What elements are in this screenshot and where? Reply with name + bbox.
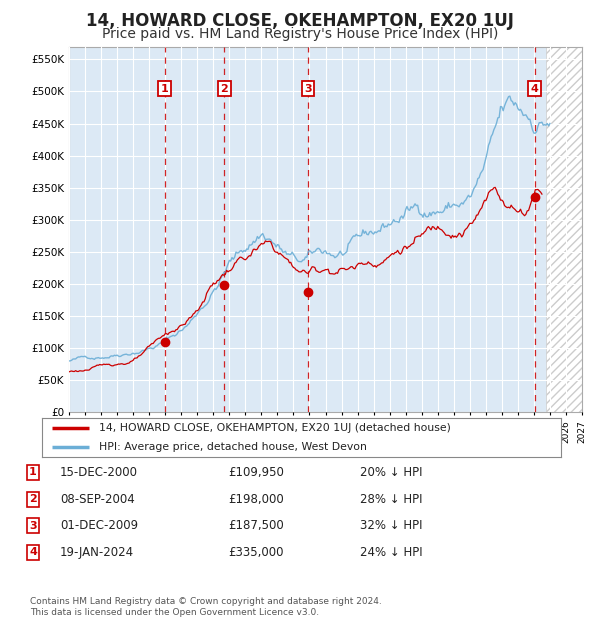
Text: 1: 1: [161, 84, 169, 94]
Text: 32% ↓ HPI: 32% ↓ HPI: [360, 520, 422, 532]
Text: 14, HOWARD CLOSE, OKEHAMPTON, EX20 1UJ (detached house): 14, HOWARD CLOSE, OKEHAMPTON, EX20 1UJ (…: [99, 423, 451, 433]
Text: 3: 3: [29, 521, 37, 531]
Text: HPI: Average price, detached house, West Devon: HPI: Average price, detached house, West…: [99, 442, 367, 452]
Text: £187,500: £187,500: [228, 520, 284, 532]
Text: 24% ↓ HPI: 24% ↓ HPI: [360, 546, 422, 559]
Text: 19-JAN-2024: 19-JAN-2024: [60, 546, 134, 559]
Text: 4: 4: [531, 84, 539, 94]
Text: 28% ↓ HPI: 28% ↓ HPI: [360, 493, 422, 505]
Text: £335,000: £335,000: [228, 546, 284, 559]
Text: 20% ↓ HPI: 20% ↓ HPI: [360, 466, 422, 479]
Text: 15-DEC-2000: 15-DEC-2000: [60, 466, 138, 479]
Text: 2: 2: [220, 84, 228, 94]
Text: £198,000: £198,000: [228, 493, 284, 505]
Text: 3: 3: [304, 84, 312, 94]
Bar: [546, 46, 582, 412]
Text: Contains HM Land Registry data © Crown copyright and database right 2024.
This d: Contains HM Land Registry data © Crown c…: [30, 598, 382, 617]
Text: 1: 1: [29, 467, 37, 477]
Text: 01-DEC-2009: 01-DEC-2009: [60, 520, 138, 532]
Text: 4: 4: [29, 547, 37, 557]
Text: £109,950: £109,950: [228, 466, 284, 479]
Text: 14, HOWARD CLOSE, OKEHAMPTON, EX20 1UJ: 14, HOWARD CLOSE, OKEHAMPTON, EX20 1UJ: [86, 12, 514, 30]
Text: 2: 2: [29, 494, 37, 504]
Text: Price paid vs. HM Land Registry's House Price Index (HPI): Price paid vs. HM Land Registry's House …: [102, 27, 498, 41]
Text: 08-SEP-2004: 08-SEP-2004: [60, 493, 135, 505]
